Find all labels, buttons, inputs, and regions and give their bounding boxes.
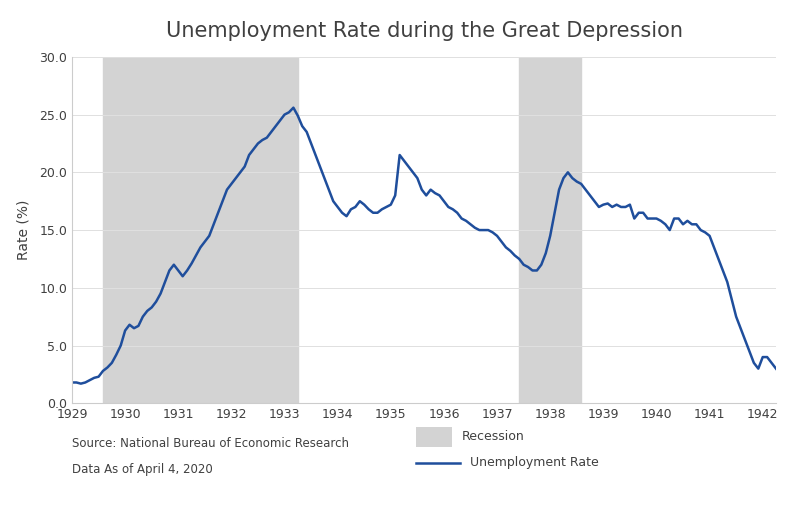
Text: Data As of April 4, 2020: Data As of April 4, 2020 (72, 463, 213, 476)
Y-axis label: Rate (%): Rate (%) (17, 200, 31, 260)
Text: Source: National Bureau of Economic Research: Source: National Bureau of Economic Rese… (72, 437, 349, 450)
Text: Unemployment Rate: Unemployment Rate (470, 456, 598, 469)
Bar (103, 57, 298, 403)
Text: Recession: Recession (462, 430, 524, 444)
Bar (519, 57, 581, 403)
Title: Unemployment Rate during the Great Depression: Unemployment Rate during the Great Depre… (166, 21, 682, 41)
